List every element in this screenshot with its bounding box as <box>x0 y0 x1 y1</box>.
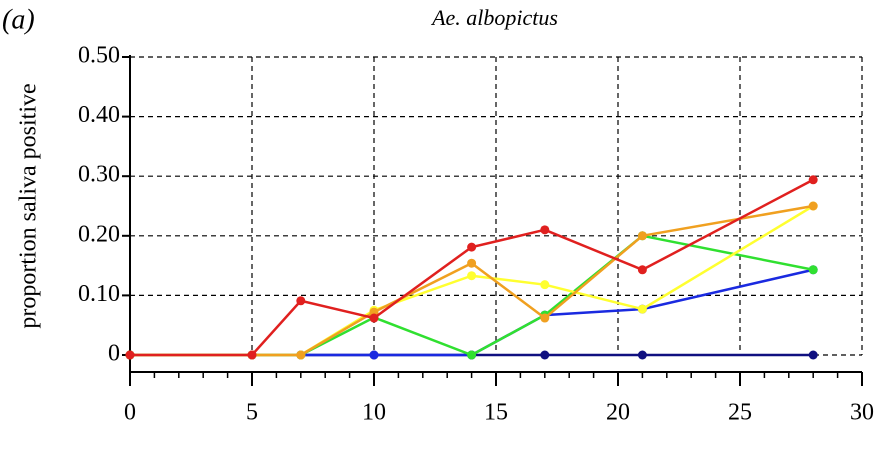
point <box>369 313 379 323</box>
point <box>540 225 550 235</box>
y-tick-label: 0.40 <box>78 102 120 128</box>
point <box>637 265 647 275</box>
point <box>540 313 550 323</box>
point <box>467 271 477 281</box>
point <box>296 350 306 360</box>
series-line <box>130 268 814 357</box>
y-tick-label: 0 <box>108 341 120 367</box>
point <box>540 280 550 290</box>
point <box>369 350 379 360</box>
y-tick-label: 0.50 <box>78 43 120 69</box>
x-tick-label: 10 <box>362 400 386 426</box>
point <box>637 350 647 360</box>
point <box>540 350 550 360</box>
x-tick-label: 15 <box>484 400 508 426</box>
point <box>125 350 135 360</box>
point <box>808 265 818 275</box>
y-tick-label: 0.20 <box>78 221 120 247</box>
point <box>637 231 647 241</box>
point <box>296 296 306 306</box>
y-tick-label: 0.10 <box>78 281 120 307</box>
series-line <box>130 204 814 357</box>
point <box>467 258 477 268</box>
x-tick-label: 5 <box>246 400 258 426</box>
point <box>467 350 477 360</box>
point <box>467 242 477 252</box>
point <box>637 304 647 314</box>
y-tick-label: 0.30 <box>78 162 120 188</box>
series-line <box>130 204 814 357</box>
point <box>247 350 257 360</box>
point <box>808 175 818 185</box>
point <box>808 201 818 211</box>
panel-label: (a) <box>2 4 35 35</box>
x-tick-label: 0 <box>124 400 136 426</box>
y-axis-label: proportion saliva positive <box>16 83 42 328</box>
x-tick-label: 30 <box>850 400 874 426</box>
x-tick-label: 25 <box>728 400 752 426</box>
series-line <box>130 178 814 357</box>
chart-title: Ae. albopictus <box>430 5 558 30</box>
point <box>808 350 818 360</box>
x-tick-label: 20 <box>606 400 630 426</box>
